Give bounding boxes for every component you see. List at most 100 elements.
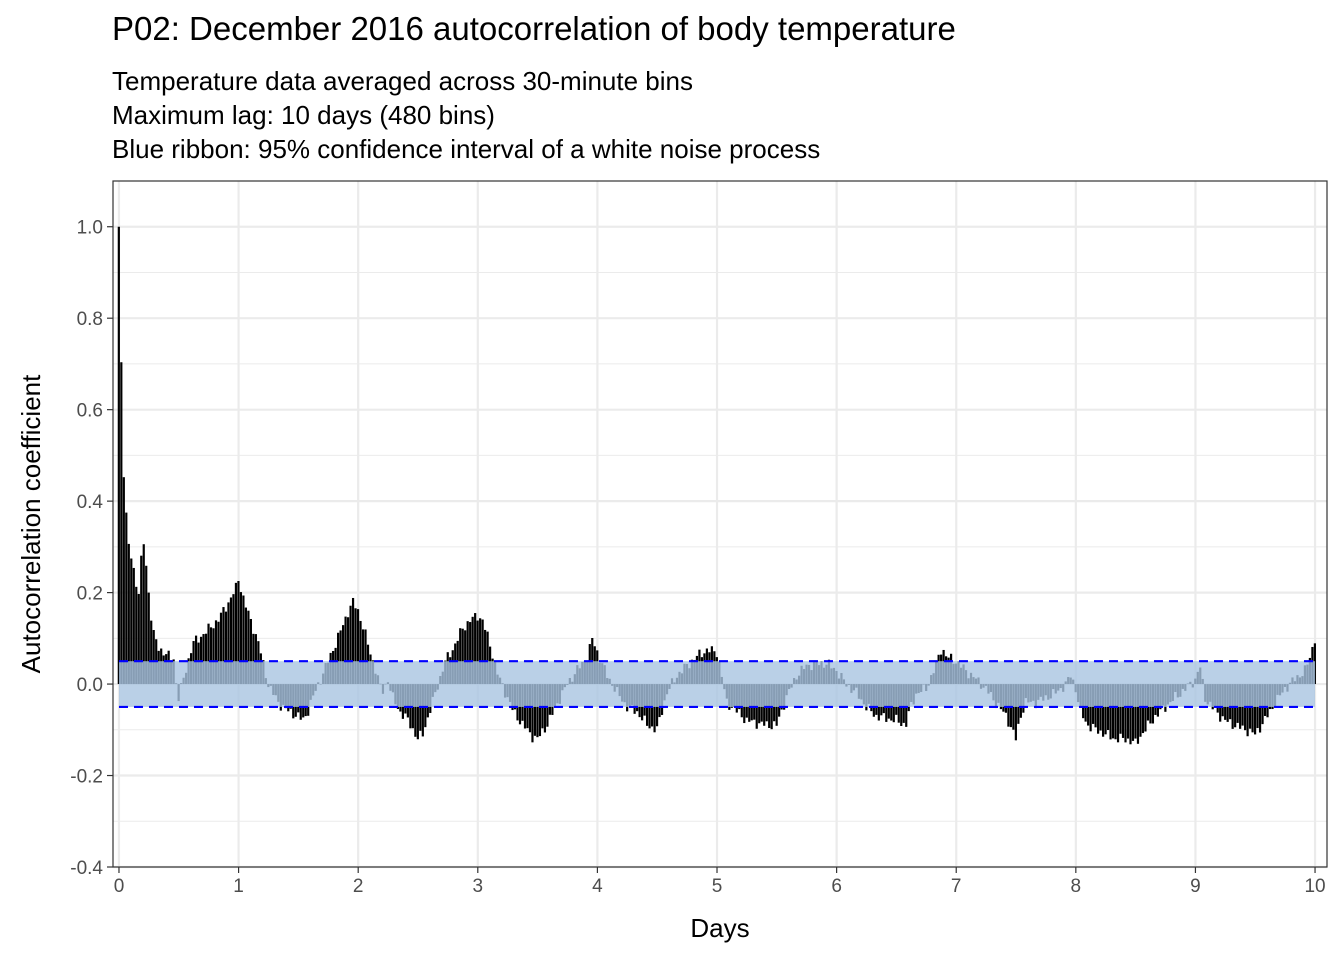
- acf-bar: [219, 612, 223, 685]
- acf-bar: [204, 633, 208, 685]
- acf-bar: [249, 618, 252, 685]
- acf-bar: [140, 555, 143, 685]
- y-tick-label: -0.4: [70, 858, 103, 879]
- acf-bar: [234, 582, 238, 685]
- x-tick-label: 6: [831, 876, 842, 897]
- acf-bar: [351, 597, 355, 685]
- acf-bar: [474, 613, 477, 685]
- x-axis-ticks: 0 1 2 3 4 5 6 7 8 9 10: [114, 867, 1326, 897]
- acf-bar: [147, 592, 150, 685]
- acf-bar: [1124, 684, 1127, 743]
- acf-bar: [471, 616, 474, 685]
- acf-bar: [127, 543, 130, 685]
- y-axis-ticks: -0.4 -0.2 0.0 0.2 0.4 0.6 0.8 1.0: [70, 218, 113, 879]
- acf-bar: [461, 628, 464, 685]
- acf-bar: [1104, 684, 1107, 735]
- acf-bar: [1121, 684, 1125, 738]
- acf-bar: [207, 623, 210, 685]
- acf-bar: [414, 684, 417, 737]
- acf-bar: [1097, 684, 1100, 734]
- acf-bar: [337, 632, 340, 685]
- acf-bar: [239, 592, 243, 685]
- acf-bar: [346, 617, 350, 685]
- acf-bar: [135, 586, 138, 685]
- acf-bar: [533, 684, 537, 736]
- acf-bar: [354, 608, 357, 685]
- y-tick-label: 0.2: [77, 584, 103, 605]
- acf-bar: [486, 631, 489, 685]
- y-tick-label: 0.4: [77, 492, 104, 513]
- acf-bar: [1139, 684, 1142, 737]
- chart-subtitle-line-2: Maximum lag: 10 days (480 bins): [112, 100, 495, 130]
- acf-bar: [531, 684, 534, 743]
- x-tick-label: 5: [712, 876, 723, 897]
- acf-bar: [152, 630, 155, 685]
- x-tick-label: 8: [1071, 876, 1082, 897]
- acf-bar: [1126, 684, 1130, 739]
- acf-bar: [421, 684, 424, 737]
- acf-bar: [227, 602, 230, 685]
- acf-bar: [479, 618, 482, 685]
- acf-bar: [252, 633, 255, 685]
- acf-bar: [137, 593, 140, 685]
- acf-bar: [469, 622, 472, 685]
- x-tick-label: 7: [951, 876, 962, 897]
- acf-bar: [464, 630, 467, 685]
- acf-bar: [202, 634, 205, 685]
- acf-bar: [247, 610, 250, 685]
- acf-bar: [1089, 684, 1092, 732]
- acf-bar: [242, 595, 245, 685]
- acf-bar: [229, 597, 233, 685]
- chart-title: P02: December 2016 autocorrelation of bo…: [112, 10, 956, 47]
- acf-bar: [214, 620, 218, 685]
- acf-bar: [459, 628, 462, 685]
- acf-bar: [416, 684, 419, 740]
- acf-bar: [1111, 684, 1115, 739]
- y-tick-label: 0.8: [77, 309, 103, 330]
- acf-bar: [117, 226, 120, 685]
- acf-bar: [1141, 684, 1145, 734]
- x-tick-label: 4: [592, 876, 603, 897]
- acf-bar: [1131, 684, 1135, 741]
- x-tick-label: 9: [1190, 876, 1201, 897]
- acf-bar: [244, 607, 248, 685]
- acf-bar: [1253, 684, 1257, 735]
- x-tick-label: 0: [114, 876, 125, 897]
- x-tick-label: 10: [1304, 876, 1325, 897]
- acf-bar: [1134, 684, 1137, 739]
- acf-bar: [224, 611, 228, 685]
- y-tick-label: 1.0: [77, 218, 103, 239]
- acf-bar: [237, 581, 240, 685]
- acf-bar: [232, 594, 235, 685]
- acf-bar: [1251, 684, 1254, 733]
- acf-bar: [528, 684, 532, 733]
- acf-bar: [538, 684, 542, 737]
- acf-bar: [1014, 684, 1017, 741]
- x-tick-label: 1: [233, 876, 244, 897]
- acf-bar: [217, 621, 220, 685]
- chart-subtitle-line-1: Temperature data averaged across 30-minu…: [112, 66, 693, 96]
- acf-bar: [254, 634, 257, 685]
- acf-bar: [476, 620, 479, 685]
- acf-bar: [653, 684, 656, 733]
- acf-bar: [120, 362, 123, 685]
- chart-subtitle-line-3: Blue ribbon: 95% confidence interval of …: [112, 134, 821, 164]
- acf-bar: [536, 684, 539, 738]
- acf-bar: [125, 512, 128, 685]
- acf-bar: [344, 616, 347, 685]
- y-tick-label: 0.6: [77, 401, 103, 422]
- acf-bar: [1258, 684, 1262, 733]
- acf-bar: [484, 629, 487, 685]
- acf-bar: [359, 620, 362, 685]
- confidence-ribbon: [118, 660, 1316, 709]
- acf-bar: [466, 621, 469, 685]
- acf-bar: [1114, 684, 1117, 740]
- acf-bar: [209, 627, 213, 685]
- acf-bar: [150, 620, 153, 685]
- acf-bar: [1136, 684, 1140, 744]
- acf-bar: [364, 629, 367, 685]
- acf-bar: [1246, 684, 1249, 737]
- acf-bar: [361, 629, 365, 685]
